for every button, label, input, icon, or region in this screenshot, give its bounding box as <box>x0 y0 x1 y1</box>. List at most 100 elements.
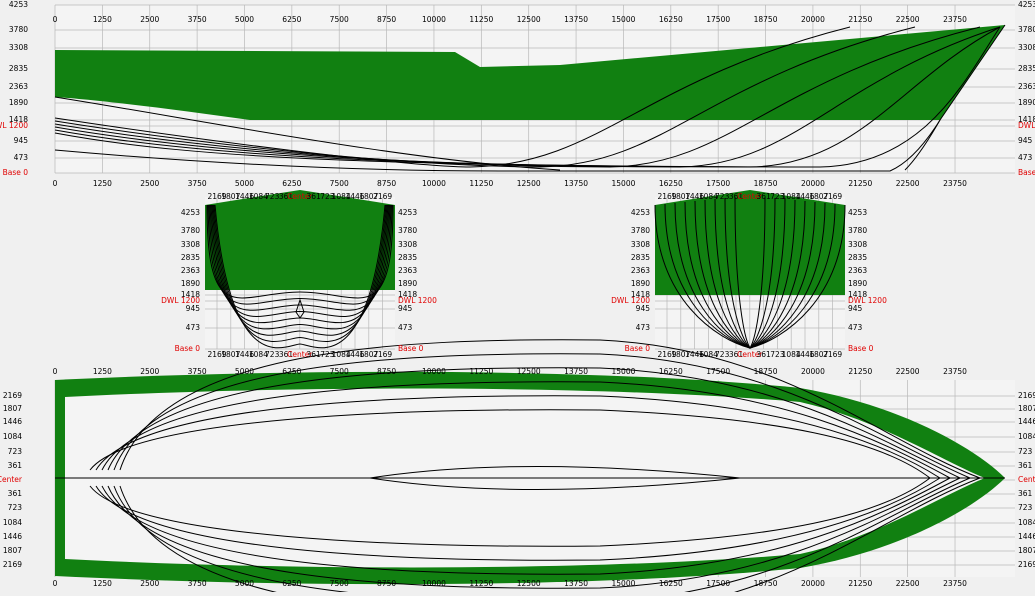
y-tick-label: 361 <box>8 489 23 498</box>
y-tick-label: 473 <box>14 153 29 162</box>
x-tick-label: 361 <box>279 192 294 201</box>
x-tick-label: 11250 <box>469 367 493 376</box>
x-tick-label: 18750 <box>754 579 778 588</box>
y-tick-label: 2363 <box>631 266 650 275</box>
x-tick-label: Center <box>737 192 763 201</box>
x-tick-label: 1084 <box>332 192 351 201</box>
x-tick-label: 20000 <box>801 367 825 376</box>
x-tick-label: 6250 <box>282 579 301 588</box>
x-tick-label: 361 <box>756 350 771 359</box>
x-tick-label: 8750 <box>377 367 396 376</box>
y-tick-label: 1890 <box>181 279 200 288</box>
buttock-line <box>54 26 981 168</box>
station-line <box>213 204 387 342</box>
y-tick-label: DWL 1200 <box>1018 121 1035 130</box>
x-tick-label: 1250 <box>93 579 112 588</box>
x-tick-label: 16250 <box>659 579 683 588</box>
x-tick-label: 5000 <box>235 367 254 376</box>
x-tick-label: 16250 <box>659 179 683 188</box>
x-tick-label: 1084 <box>332 350 351 359</box>
y-tick-label: 1418 <box>398 290 417 299</box>
x-tick-label: 723 <box>715 350 730 359</box>
x-tick-label: 21250 <box>848 579 872 588</box>
x-tick-label: 23750 <box>943 15 967 24</box>
x-tick-label: 16250 <box>659 367 683 376</box>
x-tick-label: 5000 <box>235 179 254 188</box>
x-tick-label: 1807 <box>221 350 240 359</box>
x-tick-label: 18750 <box>754 367 778 376</box>
y-tick-label: 2169 <box>3 391 22 400</box>
y-tick-label: Base 0 <box>175 344 201 353</box>
y-tick-label: 1418 <box>181 290 200 299</box>
x-tick-label: 20000 <box>801 579 825 588</box>
x-tick-label: 1084 <box>782 350 801 359</box>
plan-deck-lens <box>369 466 741 490</box>
plan-curves <box>55 339 1005 596</box>
y-tick-label: 2835 <box>1018 64 1035 73</box>
y-tick-label: 945 <box>1018 136 1033 145</box>
y-tick-label: 473 <box>398 323 413 332</box>
x-tick-label: 2169 <box>373 350 392 359</box>
x-tick-label: 3750 <box>188 15 207 24</box>
y-tick-label: 1418 <box>9 115 28 124</box>
x-tick-label: 21250 <box>848 179 872 188</box>
y-tick-label: 945 <box>398 304 413 313</box>
x-tick-label: 5000 <box>235 579 254 588</box>
y-tick-label: 4253 <box>181 208 200 217</box>
waterline <box>95 395 941 561</box>
x-tick-label: 11250 <box>469 579 493 588</box>
x-tick-label: 1084 <box>249 350 268 359</box>
y-tick-label: 1890 <box>848 279 867 288</box>
y-tick-label: 1807 <box>3 546 22 555</box>
x-tick-label: 1084 <box>699 350 718 359</box>
y-tick-label: 3780 <box>9 25 28 34</box>
y-tick-label: 1807 <box>3 404 22 413</box>
body-fore-fill <box>655 190 845 295</box>
x-tick-label: 0 <box>53 179 58 188</box>
y-tick-label: DWL 1200 <box>0 121 28 130</box>
x-tick-label: 6250 <box>282 179 301 188</box>
y-tick-label: 3308 <box>631 240 650 249</box>
y-tick-label: 1084 <box>3 432 22 441</box>
x-tick-label: 6250 <box>282 15 301 24</box>
y-tick-label: 945 <box>636 304 651 313</box>
x-tick-label: 8750 <box>377 15 396 24</box>
y-tick-label: 3780 <box>398 226 417 235</box>
x-tick-label: 13750 <box>564 579 588 588</box>
y-tick-label: DWL 1200 <box>398 296 437 305</box>
y-tick-label: 945 <box>848 304 863 313</box>
x-tick-label: 361 <box>729 350 744 359</box>
x-tick-label: 1446 <box>795 350 814 359</box>
station-line <box>208 204 392 311</box>
x-tick-label: 11250 <box>469 15 493 24</box>
x-tick-label: 723 <box>770 350 785 359</box>
y-tick-label: Center <box>0 475 23 484</box>
x-tick-label: 361 <box>306 192 321 201</box>
x-tick-label: 18750 <box>754 15 778 24</box>
x-tick-label: 5000 <box>235 15 254 24</box>
x-tick-label: 2169 <box>207 192 226 201</box>
y-tick-label: 473 <box>1018 153 1033 162</box>
x-tick-label: 15000 <box>612 579 636 588</box>
y-tick-label: DWL 1200 <box>848 296 887 305</box>
y-tick-label: 1890 <box>9 98 28 107</box>
x-tick-label: 1807 <box>359 350 378 359</box>
y-tick-label: DWL 1200 <box>611 296 650 305</box>
y-tick-label: DWL 1200 <box>161 296 200 305</box>
x-tick-label: 1446 <box>235 350 254 359</box>
y-tick-label: 1446 <box>3 532 22 541</box>
y-tick-label: 3308 <box>181 240 200 249</box>
x-tick-label: 0 <box>53 367 58 376</box>
y-tick-label: 2169 <box>1018 391 1035 400</box>
profile-hull-fill <box>55 25 1005 120</box>
x-tick-label: 15000 <box>612 15 636 24</box>
y-tick-label: 723 <box>1018 503 1033 512</box>
y-tick-label: 1807 <box>1018 404 1035 413</box>
y-tick-label: Base 0 <box>1018 168 1035 177</box>
x-tick-label: 22500 <box>896 15 920 24</box>
x-tick-label: 723 <box>265 350 280 359</box>
buttock-line <box>54 26 1001 168</box>
buttock-line <box>54 26 916 168</box>
x-tick-label: 1807 <box>221 192 240 201</box>
